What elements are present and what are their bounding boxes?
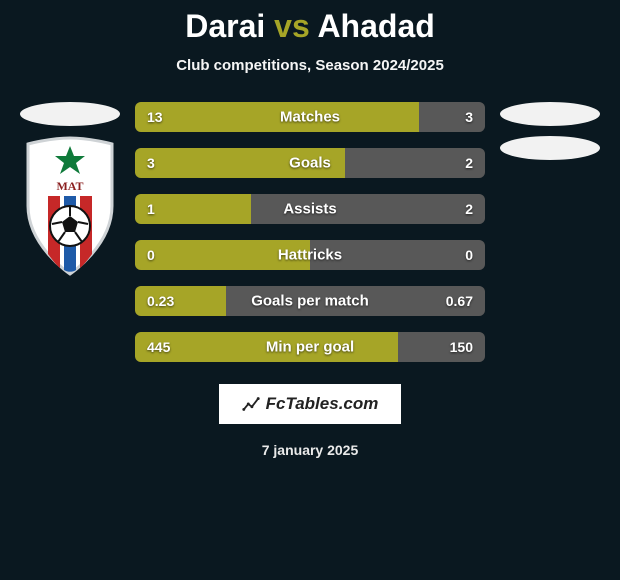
date-label: 7 january 2025 <box>262 442 359 458</box>
subtitle: Club competitions, Season 2024/2025 <box>0 57 620 74</box>
player2-photo-placeholder <box>500 102 600 126</box>
stat-value-p1: 13 <box>147 109 163 125</box>
stat-row: Hattricks 0 0 <box>135 240 485 270</box>
stat-bar-p2 <box>345 148 485 178</box>
stat-value-p2: 3 <box>465 109 473 125</box>
stat-label: Assists <box>283 201 336 218</box>
stat-value-p2: 2 <box>465 155 473 171</box>
stat-row: Assists 1 2 <box>135 194 485 224</box>
left-side-col: MAT <box>15 102 125 276</box>
stat-value-p1: 445 <box>147 339 170 355</box>
stat-row: Goals per match 0.23 0.67 <box>135 286 485 316</box>
fctables-label: FcTables.com <box>266 394 379 414</box>
page-title: Darai vs Ahadad <box>0 8 620 45</box>
player2-name: Ahadad <box>317 8 434 44</box>
stat-label: Min per goal <box>266 339 354 356</box>
stat-value-p1: 0 <box>147 247 155 263</box>
stat-bar-p1 <box>135 102 419 132</box>
stat-bar-p2 <box>419 102 486 132</box>
chart-icon <box>242 395 260 413</box>
stat-value-p2: 150 <box>450 339 473 355</box>
stat-value-p1: 0.23 <box>147 293 174 309</box>
player1-photo-placeholder <box>20 102 120 126</box>
stat-row: Goals 3 2 <box>135 148 485 178</box>
stat-label: Matches <box>280 109 340 126</box>
stat-value-p2: 0 <box>465 247 473 263</box>
shield-icon: MAT <box>20 136 120 276</box>
right-side-col <box>495 102 605 160</box>
vs-label: vs <box>274 8 310 44</box>
content-row: MAT Matches 13 3 Goals 3 2 Assists 1 2 Hattricks 0… <box>0 102 620 362</box>
stats-bars: Matches 13 3 Goals 3 2 Assists 1 2 Hattricks 0 0 Goa… <box>135 102 485 362</box>
svg-text:MAT: MAT <box>56 179 83 193</box>
stat-value-p2: 0.67 <box>446 293 473 309</box>
stat-value-p1: 1 <box>147 201 155 217</box>
stat-label: Hattricks <box>278 247 342 264</box>
stat-row: Min per goal 445 150 <box>135 332 485 362</box>
stat-row: Matches 13 3 <box>135 102 485 132</box>
stat-label: Goals per match <box>251 293 369 310</box>
footer: FcTables.com 7 january 2025 <box>0 380 620 458</box>
stat-value-p1: 3 <box>147 155 155 171</box>
player2-team-placeholder <box>500 136 600 160</box>
fctables-badge: FcTables.com <box>215 380 405 428</box>
stat-value-p2: 2 <box>465 201 473 217</box>
player1-team-badge: MAT <box>20 136 120 276</box>
stat-label: Goals <box>289 155 331 172</box>
player1-name: Darai <box>185 8 265 44</box>
